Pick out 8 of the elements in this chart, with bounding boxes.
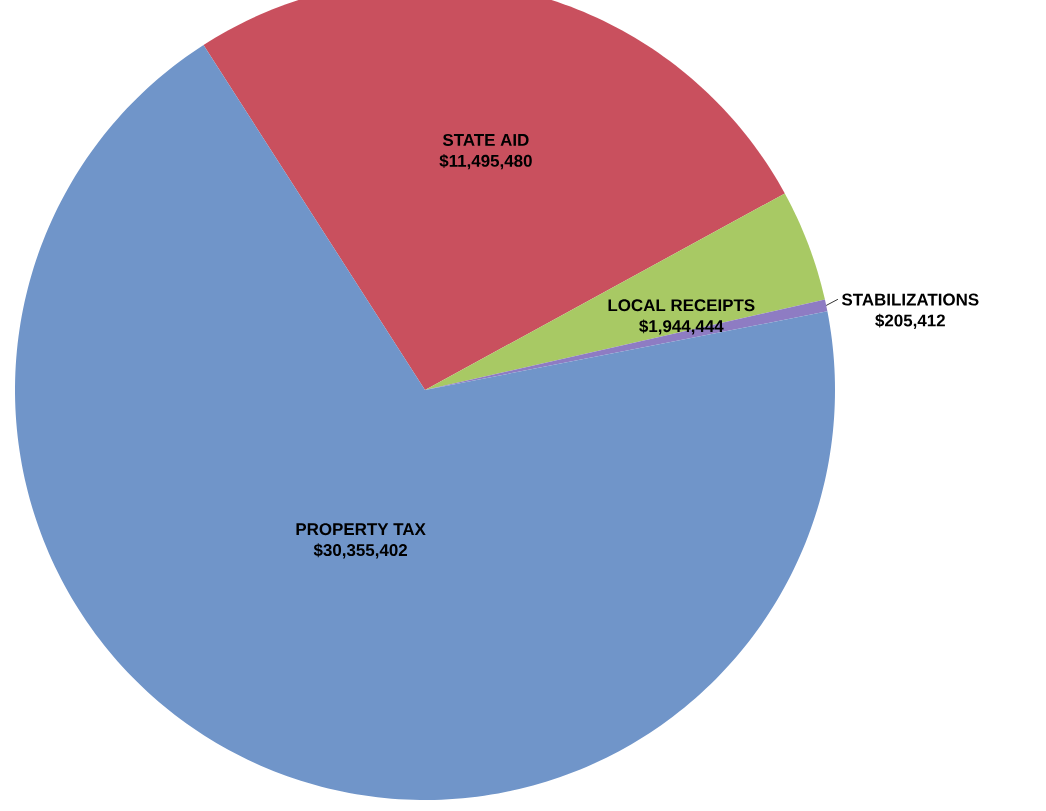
slice-label: STATE AID [442,133,529,146]
slice-label: LOCAL RECEIPTS [608,299,755,312]
data-label: $205,412 [875,313,945,329]
data-label: $11,495,480 [439,154,532,170]
data-label: $1,944,444 [639,319,724,335]
data-label: $30,355,402 [313,543,407,559]
slice-label: PROPERTY TAX [296,523,426,536]
slice-label: STABILIZATIONS [841,293,979,306]
